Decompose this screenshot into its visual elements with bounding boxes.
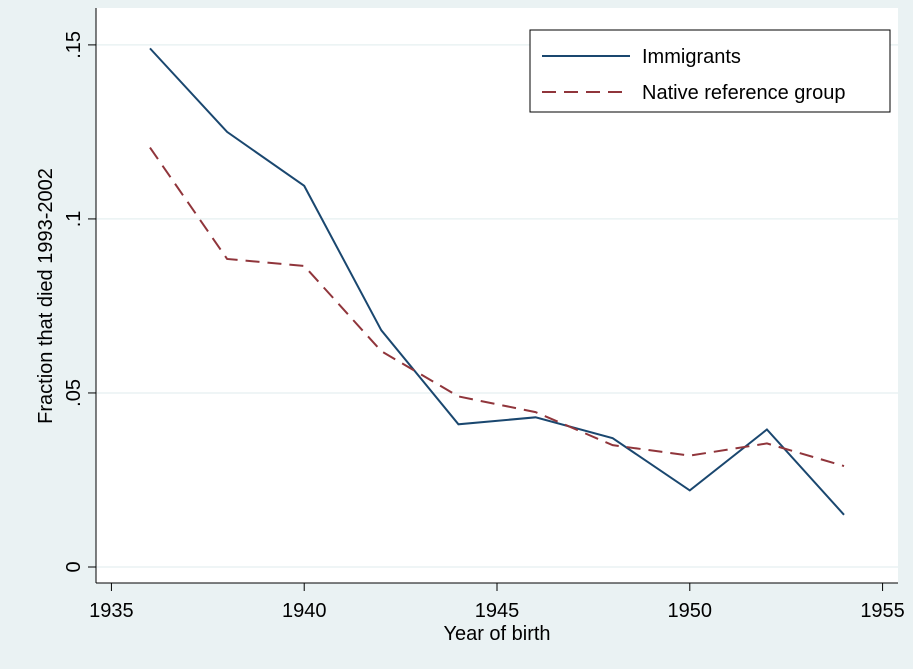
legend-label: Native reference group xyxy=(642,82,845,104)
legend-label: Immigrants xyxy=(642,46,741,68)
x-tick-label: 1945 xyxy=(475,600,520,622)
x-axis-label: Year of birth xyxy=(443,623,550,645)
y-tick-label: .05 xyxy=(63,379,85,407)
x-tick-label: 1950 xyxy=(668,600,713,622)
y-tick-label: .15 xyxy=(63,31,85,59)
y-tick-label: .1 xyxy=(63,211,85,228)
x-tick-label: 1955 xyxy=(860,600,905,622)
y-axis-label: Fraction that died 1993-2002 xyxy=(35,168,57,424)
x-tick-label: 1935 xyxy=(89,600,134,622)
x-tick-label: 1940 xyxy=(282,600,327,622)
legend-box xyxy=(529,29,891,113)
y-tick-label: 0 xyxy=(63,561,85,572)
series-line xyxy=(149,47,845,516)
